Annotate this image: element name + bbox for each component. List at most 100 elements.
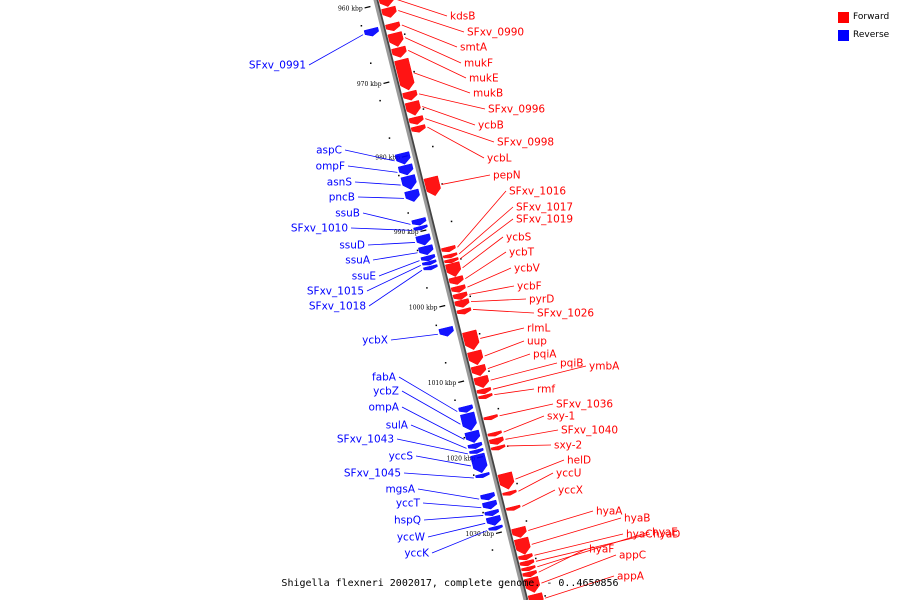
gene-label-SFxv_0991: SFxv_0991 (249, 60, 306, 72)
minor-dot (463, 436, 466, 439)
legend-label-forward: Forward (853, 12, 890, 22)
kbp-tick (364, 5, 371, 9)
gene-label-pqiA: pqiA (533, 349, 557, 361)
gene-label-ycbZ: ycbZ (373, 386, 399, 398)
gene-label-yccT: yccT (396, 498, 421, 510)
gene-leader-appC (541, 554, 617, 584)
gene-leader-SFxv_1018 (368, 269, 423, 307)
minor-dot (422, 108, 425, 110)
kbp-tick-label: 1000 kbp (409, 304, 438, 311)
gene-leader-SFxv_1017 (458, 206, 514, 255)
gene-label-ycbL: ycbL (487, 153, 512, 165)
kbp-tick (420, 229, 427, 233)
gene-ycbL (410, 124, 426, 133)
gene-label-pqiB: pqiB (560, 358, 583, 370)
gene-leader-hyaD (535, 533, 651, 562)
gene-label-SFxv_1045: SFxv_1045 (344, 468, 401, 480)
gene-label-pepN: pepN (493, 170, 521, 182)
strand-legend: Forward Reverse (838, 8, 889, 44)
minor-dot (388, 137, 391, 139)
gene-leader-pncB (357, 196, 404, 199)
gene-sulA (467, 441, 483, 449)
minor-dot (460, 258, 462, 260)
gene-hyaE (520, 565, 536, 572)
gene-leader-SFxv_1016 (457, 190, 507, 248)
gene-leader-aspC (344, 149, 395, 162)
gene-hyaF (522, 569, 538, 578)
gene-label-SFxv_0996: SFxv_0996 (488, 104, 545, 116)
gene-label-hyaD: hyaD (653, 529, 680, 541)
gene-label-hyaA: hyaA (596, 506, 623, 518)
gene-hyaC (517, 553, 533, 561)
gene-helD (497, 471, 515, 490)
gene-label-SFxv_1017: SFxv_1017 (516, 202, 573, 214)
gene-rmf (477, 392, 493, 399)
gene-label-mgsA: mgsA (385, 484, 415, 496)
gene-mukE (391, 45, 407, 58)
genome-axis (373, 0, 529, 600)
minor-dot (491, 549, 494, 551)
gene-label-rlmL: rlmL (527, 323, 550, 335)
gene-label-ycbS: ycbS (506, 232, 532, 244)
gene-leader-SFxv_1036 (499, 403, 554, 417)
gene-label-smtA: smtA (460, 42, 488, 54)
gene-leader-SFxv_0998 (425, 118, 495, 143)
gene-SFxv_1040 (488, 436, 504, 445)
gene-label-pncB: pncB (329, 192, 355, 204)
gene-hyaA (511, 525, 527, 538)
gene-leader-mukE (408, 49, 467, 79)
gene-leader-yccU (518, 472, 554, 492)
gene-pyrD (454, 298, 470, 308)
gene-label-ssuA: ssuA (345, 255, 371, 267)
minor-dot (478, 333, 481, 335)
minor-dot (435, 324, 438, 327)
gene-label-SFxv_1040: SFxv_1040 (561, 425, 618, 437)
gene-label-ycbV: ycbV (514, 263, 541, 275)
gene-label-ycbT: ycbT (509, 247, 535, 259)
minor-dot (369, 62, 372, 64)
gene-uup (467, 349, 484, 366)
gene-features (363, 0, 544, 600)
minor-dot (482, 511, 484, 514)
gene-SFxv_0998 (408, 115, 424, 125)
gene-mukF (387, 31, 404, 47)
gene-ycbZ (459, 411, 477, 431)
gene-sxy-2 (490, 444, 506, 451)
gene-label-SFxv_1010: SFxv_1010 (291, 223, 348, 235)
minor-dot (413, 70, 415, 73)
gene-label-ymbA: ymbA (589, 361, 620, 373)
gene-SFxv_0991 (363, 26, 379, 37)
gene-leader-hspQ (423, 515, 484, 521)
gene-leader-ycbT (465, 251, 507, 279)
gene-leader-SFxv_1043 (396, 438, 468, 455)
gene-ymbA (476, 386, 492, 395)
gene-appC (523, 575, 541, 593)
gene-label-SFxv_1019: SFxv_1019 (516, 214, 573, 226)
minor-dot (454, 399, 456, 401)
gene-leader-helD (515, 459, 565, 480)
minor-dot (416, 249, 419, 252)
gene-leader-ompA (401, 406, 465, 440)
gene-leader-SFxv_0996 (418, 93, 486, 110)
minor-dot (535, 557, 537, 560)
gene-label-uup: uup (527, 336, 547, 348)
gene-leader-yccS (415, 455, 471, 467)
gene-leader-SFxv_1040 (505, 429, 559, 440)
gene-leader-sulA (410, 424, 467, 449)
gene-label-ycbB: ycbB (478, 120, 504, 132)
gene-label-ycbF: ycbF (517, 281, 542, 293)
axis-line (373, 0, 527, 600)
gene-label-yccW: yccW (397, 532, 426, 544)
gene-leader-SFxv_1015 (366, 265, 421, 292)
gene-leader-SFxv_1019 (460, 218, 514, 260)
gene-pqiA (470, 363, 487, 376)
gene-yccU (502, 489, 517, 496)
gene-labels: kdsB SFxv_0990 smtA mukF mukE mukB SFxv_0996yc… (249, 0, 680, 599)
gene-leader-mukF (404, 37, 462, 64)
gene-aspC (394, 151, 411, 165)
genome-caption: Shigella flexneri 2002017, complete geno… (281, 578, 619, 589)
gene-mukB (394, 57, 415, 91)
gene-leader-mgsA (417, 488, 480, 500)
gene-label-yccU: yccU (556, 468, 581, 480)
gene-kdsB (378, 0, 394, 7)
